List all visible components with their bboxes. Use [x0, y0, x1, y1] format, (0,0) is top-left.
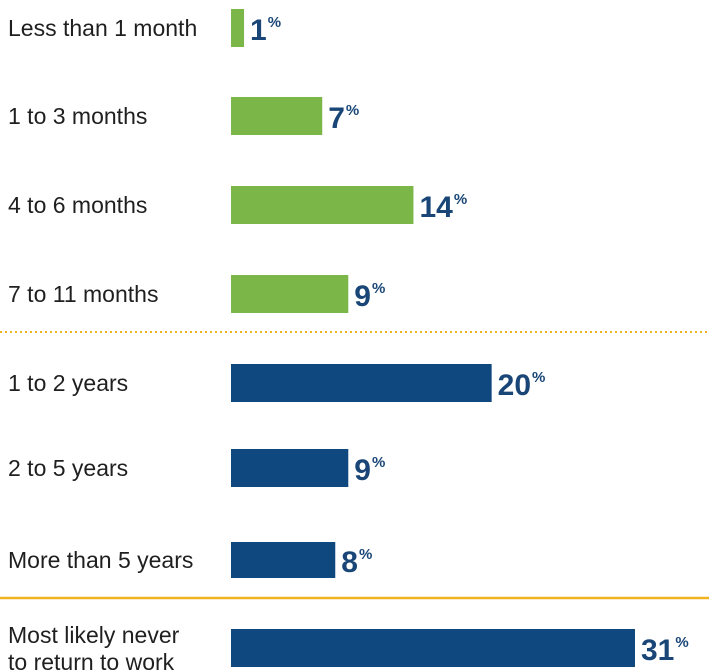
value-label: 1%: [250, 14, 281, 47]
category-label: 7 to 11 months: [8, 281, 158, 307]
value-label: 7%: [328, 102, 359, 135]
category-label: 1 to 2 years: [8, 370, 128, 396]
bar-3: [231, 186, 414, 224]
value-label: 14%: [419, 191, 467, 224]
value-label: 9%: [354, 454, 385, 487]
category-label: 2 to 5 years: [8, 455, 128, 481]
bar-1: [231, 9, 245, 47]
value-label: 20%: [498, 369, 546, 402]
bar-6: [231, 449, 349, 487]
value-label: 31%: [641, 634, 689, 667]
bar-4: [231, 275, 349, 313]
bar-2: [231, 97, 323, 135]
value-label: 8%: [341, 546, 372, 579]
category-label: 1 to 3 months: [8, 103, 147, 129]
bar-7: [231, 542, 336, 578]
category-label: More than 5 years: [8, 547, 193, 573]
bar-5: [231, 364, 492, 402]
bar-8: [231, 629, 635, 667]
category-label: Most likely never to return to work: [8, 622, 180, 671]
value-label: 9%: [354, 280, 385, 313]
category-label: 4 to 6 months: [8, 192, 147, 218]
category-label: Less than 1 month: [8, 15, 197, 41]
